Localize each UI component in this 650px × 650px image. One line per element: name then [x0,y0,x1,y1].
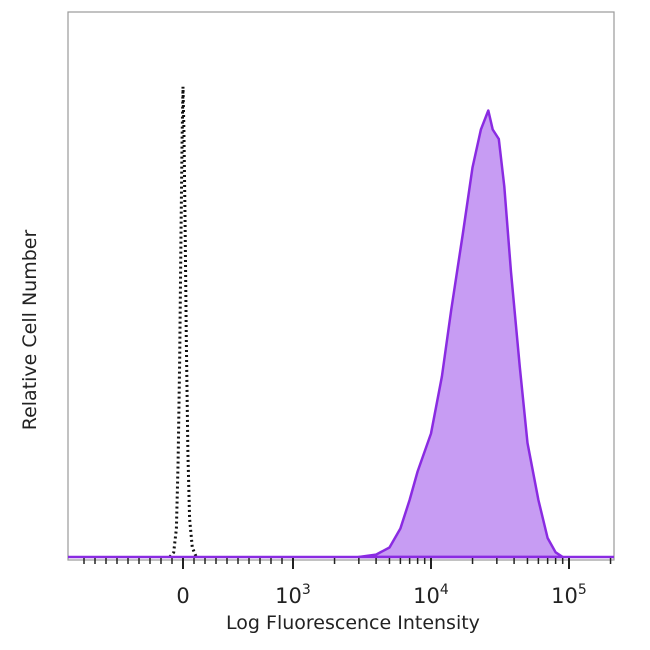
x-axis-label: Log Fluorescence Intensity [226,612,480,634]
x-tick-label: 103 [275,582,311,608]
x-tick-label: 105 [551,582,587,608]
plot-frame [67,11,615,561]
series-layer [68,86,614,559]
x-tick-label: 0 [176,584,189,608]
series-2-filled-histogram [357,109,564,559]
series-1-dotted-histogram [168,86,198,558]
y-axis-label: Relative Cell Number [19,230,41,431]
x-tick-labels: 0 103 104 105 [176,582,587,608]
minor-ticks [83,558,612,569]
x-tick-label: 104 [413,582,449,608]
